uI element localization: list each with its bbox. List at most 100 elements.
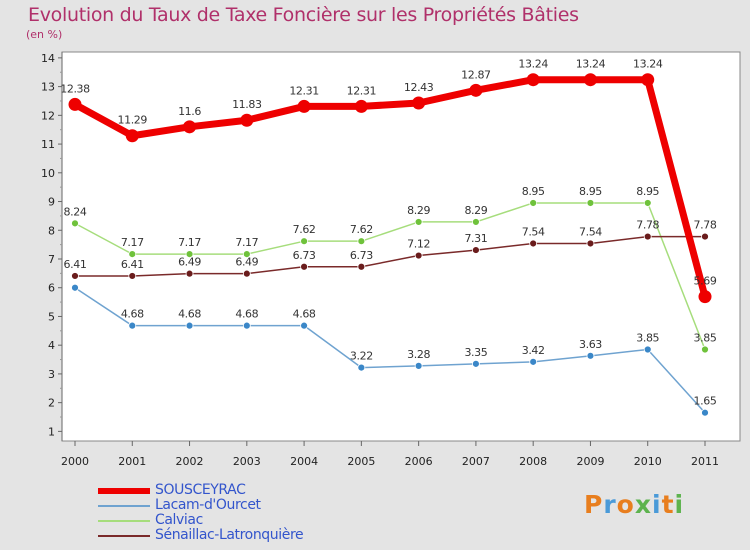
data-label: 6.73 [350,249,373,262]
data-label: 7.31 [464,232,487,245]
data-point [357,262,366,271]
data-point [586,239,595,248]
data-point [242,250,251,259]
data-point [354,99,368,113]
data-label: 8.95 [579,185,602,198]
data-point [357,237,366,246]
data-point [300,237,308,246]
data-label: 7.62 [293,223,316,236]
data-labels-group: 12.38 11.29 11.6 11.83 12.31 12.31 12.43 12.87 1… [60,58,717,408]
data-point [698,290,712,304]
legend-swatch [98,520,150,522]
data-point [185,250,194,259]
data-point [643,345,652,354]
data-point [529,199,538,207]
data-point [472,246,480,254]
data-point [125,129,139,143]
series-line-2 [74,202,706,351]
logo-letter: o [616,490,635,519]
x-tick-label: 2006 [405,455,433,468]
data-point [242,321,251,330]
data-label: 8.29 [407,204,430,217]
data-label: 7.54 [579,225,602,238]
data-label: 6.41 [121,258,144,271]
data-point [641,73,655,87]
data-point [300,262,308,271]
series-line-3 [74,235,706,277]
data-point [242,269,251,278]
y-tick-label: 2 [48,397,55,410]
y-tick-label: 10 [41,167,55,180]
data-label: 11.29 [118,114,148,127]
data-label: 7.54 [522,225,545,238]
y-tick-label: 1 [48,425,55,438]
data-point [529,357,538,366]
data-point [586,199,595,207]
x-tick-label: 2009 [576,455,604,468]
y-tick-label: 13 [41,81,55,94]
proxiti-logo: Proxiti [584,490,684,519]
data-point [583,73,597,87]
data-point [357,363,366,372]
data-label: 7.12 [407,238,430,251]
y-tick-label: 12 [41,109,55,122]
data-point [185,321,194,330]
data-label: 6.49 [235,256,258,269]
legend-label: Sénaillac-Latronquière [155,527,304,543]
legend-label: Lacam-d'Ourcet [155,497,261,513]
data-label: 11.83 [232,98,262,111]
data-point [300,321,308,330]
y-tick-label: 11 [41,138,55,151]
data-label: 3.22 [350,350,373,363]
data-point [472,218,480,226]
data-label: 8.95 [522,185,545,198]
x-tick-label: 2001 [118,455,146,468]
data-label: 11.6 [178,105,201,118]
x-tick-label: 2010 [634,455,662,468]
logo-letter: t [661,490,675,519]
x-tick-label: 2000 [61,455,89,468]
x-tick-label: 2004 [290,455,318,468]
data-label: 7.78 [694,219,717,232]
data-point [183,120,197,134]
data-point [71,283,79,292]
data-point [71,272,79,280]
data-label: 3.85 [636,331,659,344]
legend-label: SOUSCEYRAC [155,482,246,498]
series-line-0 [71,76,709,301]
logo-letter: i [674,490,685,519]
data-point [240,113,254,127]
x-tick-label: 2005 [347,455,375,468]
data-label: 13.24 [518,58,548,71]
data-point [414,251,423,260]
data-label: 4.68 [178,308,201,321]
data-point [412,96,426,110]
y-tick-label: 14 [41,52,55,65]
y-tick-label: 7 [48,253,55,266]
data-label: 7.17 [235,236,258,249]
data-point [68,97,82,111]
data-label: 8.29 [464,204,487,217]
data-point [526,73,540,87]
data-label: 12.43 [404,81,434,94]
x-tick-label: 2011 [691,455,719,468]
data-point [185,269,194,278]
data-label: 13.24 [576,58,606,71]
y-tick-label: 6 [48,282,55,295]
data-label: 4.68 [121,308,144,321]
x-tick-label: 2008 [519,455,547,468]
data-label: 7.17 [121,236,144,249]
data-label: 4.68 [235,308,258,321]
x-tick-label: 2007 [462,455,490,468]
data-label: 3.85 [694,331,717,344]
data-point [701,232,709,241]
data-point [128,321,137,330]
data-label: 8.95 [636,185,659,198]
y-axis-unit-label: (en %) [26,28,63,41]
series-line-1 [74,286,706,414]
data-label: 7.62 [350,223,373,236]
y-tick-label: 4 [48,339,55,352]
y-tick-label: 3 [48,368,55,381]
